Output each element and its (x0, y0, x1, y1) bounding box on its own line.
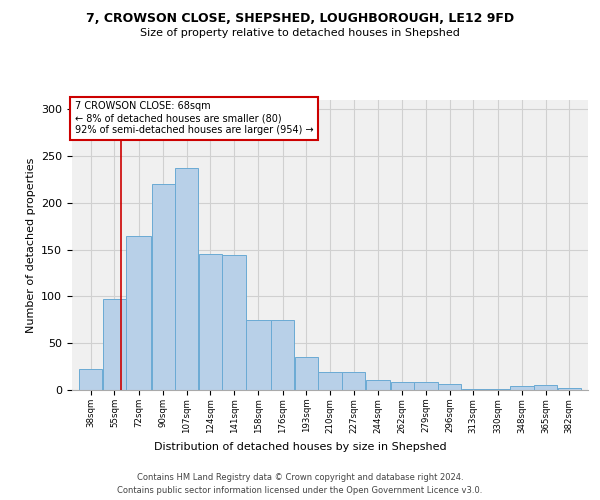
Bar (342, 372, 365, 390)
Bar (127, 236, 151, 390)
Bar (175, 168, 199, 390)
Bar (199, 254, 222, 390)
Bar (271, 320, 294, 390)
Bar (511, 386, 533, 390)
Bar (295, 358, 318, 390)
Bar (79, 370, 103, 390)
Bar (366, 380, 390, 390)
Bar (485, 389, 510, 390)
Bar (223, 256, 245, 390)
Bar (103, 300, 126, 390)
Bar (557, 388, 581, 390)
Bar (534, 386, 557, 390)
Bar (319, 372, 341, 390)
Bar (438, 384, 461, 390)
Text: 7, CROWSON CLOSE, SHEPSHED, LOUGHBOROUGH, LE12 9FD: 7, CROWSON CLOSE, SHEPSHED, LOUGHBOROUGH… (86, 12, 514, 26)
Text: Contains public sector information licensed under the Open Government Licence v3: Contains public sector information licen… (118, 486, 482, 495)
Bar (246, 320, 271, 390)
Y-axis label: Number of detached properties: Number of detached properties (26, 158, 35, 332)
Bar (152, 184, 175, 390)
Text: Contains HM Land Registry data © Crown copyright and database right 2024.: Contains HM Land Registry data © Crown c… (137, 472, 463, 482)
Text: 7 CROWSON CLOSE: 68sqm
← 8% of detached houses are smaller (80)
92% of semi-deta: 7 CROWSON CLOSE: 68sqm ← 8% of detached … (74, 102, 313, 134)
Text: Distribution of detached houses by size in Shepshed: Distribution of detached houses by size … (154, 442, 446, 452)
Bar (461, 389, 485, 390)
Bar (415, 382, 437, 390)
Bar (391, 382, 414, 390)
Text: Size of property relative to detached houses in Shepshed: Size of property relative to detached ho… (140, 28, 460, 38)
